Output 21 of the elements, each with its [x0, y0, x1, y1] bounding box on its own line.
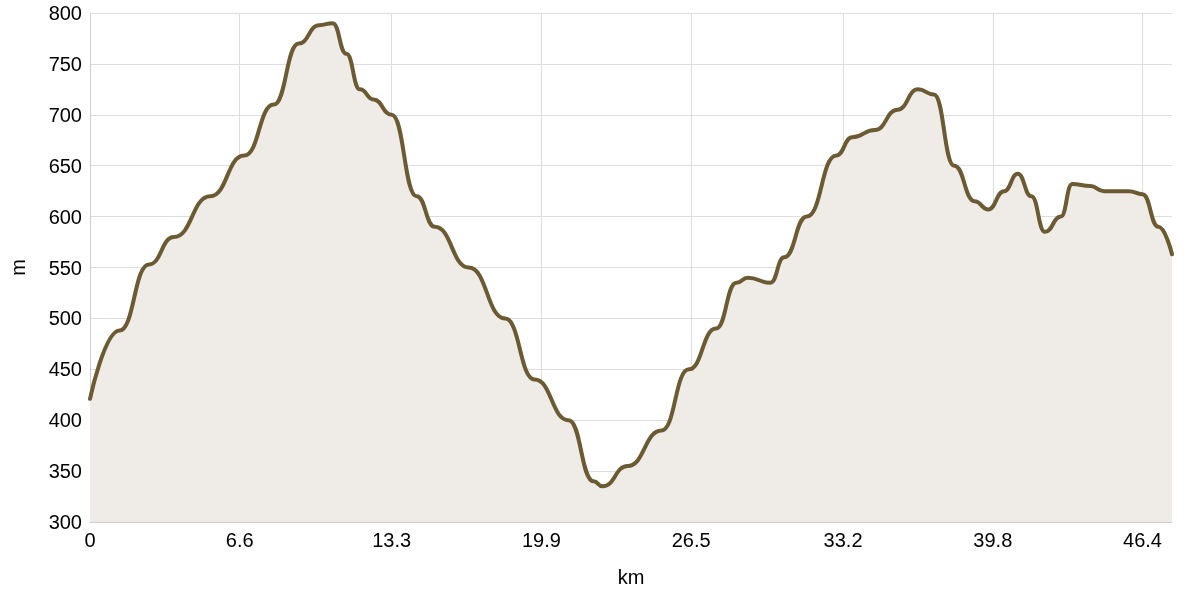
- x-tick-label: 39.8: [973, 529, 1013, 551]
- x-axis-title: km: [617, 566, 645, 588]
- y-tick-label: 700: [48, 103, 82, 126]
- y-tick-label: 500: [48, 307, 82, 330]
- y-tick-label: 650: [48, 154, 82, 177]
- y-tick-label: 300: [48, 511, 82, 533]
- y-tick-label: 400: [48, 409, 82, 432]
- y-tick-label: 450: [48, 358, 82, 381]
- y-tick-label: 600: [48, 205, 82, 228]
- x-tick-label: 0: [84, 529, 96, 551]
- x-tick-label: 19.9: [521, 529, 561, 551]
- y-tick-label: 550: [48, 256, 82, 279]
- x-tick-label: 33.2: [823, 529, 863, 551]
- y-tick-label: 800: [48, 2, 82, 24]
- y-tick-label: 750: [48, 52, 82, 75]
- x-tick-label: 26.5: [671, 529, 711, 551]
- x-tick-label: 46.4: [1123, 529, 1162, 551]
- x-tick-label: 13.3: [372, 529, 412, 551]
- y-tick-label: 350: [48, 460, 82, 483]
- x-tick-label: 6.6: [225, 529, 254, 551]
- y-axis-title: m: [7, 259, 29, 276]
